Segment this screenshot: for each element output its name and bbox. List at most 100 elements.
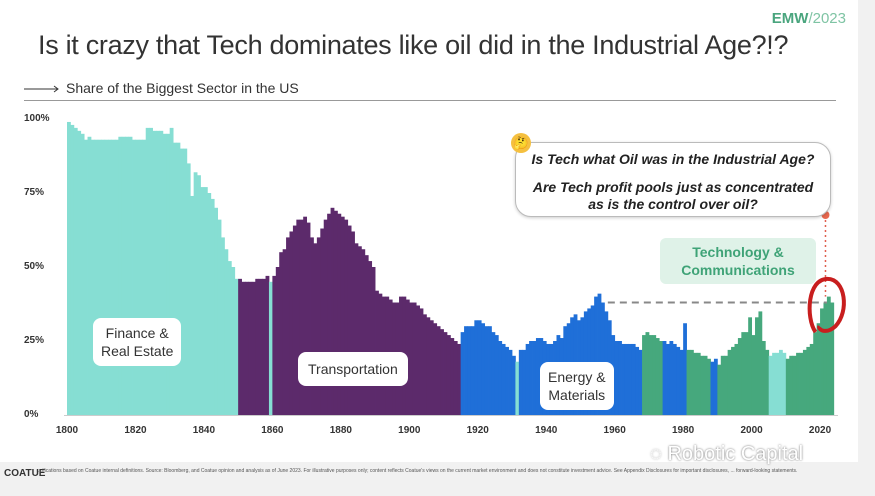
x-tick-label: 1820 bbox=[124, 425, 147, 436]
bar-transport-1900 bbox=[409, 302, 414, 415]
bar-energy-1934 bbox=[525, 343, 530, 415]
bar-energy-1923 bbox=[488, 326, 492, 415]
footnote: ...ifications based on Coatue internal d… bbox=[38, 468, 798, 474]
bar-transport-1850 bbox=[238, 278, 242, 415]
bar-finance-1822 bbox=[142, 139, 147, 415]
page-title: Is it crazy that Tech dominates like oil… bbox=[38, 30, 789, 60]
label-finance: Finance & Real Estate bbox=[93, 318, 182, 366]
bar-tech-1982 bbox=[689, 349, 694, 415]
coatue-logo: COATUE bbox=[4, 468, 46, 479]
arrow-right-icon bbox=[24, 85, 59, 93]
bar-finance-1859 bbox=[268, 281, 273, 415]
bar-transport-1903 bbox=[419, 308, 424, 415]
label-tech: Technology & Communications bbox=[660, 238, 816, 284]
bar-transport-1909 bbox=[440, 329, 444, 415]
bar-tech-1969 bbox=[645, 332, 650, 415]
bar-transport-1886 bbox=[361, 249, 366, 415]
bar-transport-1907 bbox=[433, 323, 438, 415]
bar-finance-1814 bbox=[114, 139, 119, 415]
bar-energy-1979 bbox=[679, 349, 684, 415]
bar-transport-1899 bbox=[405, 299, 410, 415]
bar-finance-1806 bbox=[87, 136, 92, 415]
bar-transport-1912 bbox=[450, 338, 455, 415]
callout-line3: as is the control over oil? bbox=[588, 196, 758, 212]
bar-energy-1963 bbox=[624, 343, 629, 415]
x-tick-label: 1920 bbox=[466, 425, 489, 436]
bar-transport-1879 bbox=[337, 213, 342, 415]
bar-tech-1993 bbox=[727, 349, 732, 415]
label-tech-line1: Technology & bbox=[692, 244, 784, 260]
bar-transport-1904 bbox=[422, 314, 427, 415]
bar-finance-1837 bbox=[193, 172, 198, 415]
bar-tech-1985 bbox=[700, 355, 705, 415]
bar-energy-1915 bbox=[460, 332, 465, 415]
bar-transport-1911 bbox=[446, 335, 451, 415]
x-tick-label: 1880 bbox=[329, 425, 352, 436]
callout-line1: Is Tech what Oil was in the Industrial A… bbox=[531, 151, 815, 167]
bar-finance-1817 bbox=[125, 136, 130, 415]
bar-finance-1844 bbox=[217, 219, 222, 415]
bar-tech-1971 bbox=[652, 335, 657, 415]
bar-transport-1871 bbox=[310, 237, 314, 415]
bar-finance-1809 bbox=[97, 139, 102, 415]
bar-energy-1921 bbox=[481, 323, 486, 415]
bar-transport-1869 bbox=[303, 216, 308, 415]
bar-finance-1819 bbox=[132, 139, 136, 415]
bar-transport-1885 bbox=[357, 246, 362, 415]
bar-transport-1875 bbox=[323, 219, 328, 415]
bar-transport-1863 bbox=[282, 249, 287, 415]
bar-transport-1868 bbox=[299, 219, 304, 415]
bar-tech-2019 bbox=[816, 323, 821, 415]
bar-transport-1876 bbox=[327, 213, 331, 415]
bar-energy-1924 bbox=[491, 332, 496, 415]
bar-finance-1846 bbox=[224, 249, 229, 415]
bar-transport-1855 bbox=[255, 278, 260, 415]
bar-finance-1807 bbox=[90, 139, 95, 415]
bar-energy-1978 bbox=[676, 346, 681, 415]
bar-energy-1926 bbox=[498, 341, 503, 415]
bar-tech-1994 bbox=[731, 346, 735, 415]
bar-finance-1816 bbox=[121, 136, 126, 415]
bar-energy-1953 bbox=[590, 305, 595, 415]
bar-energy-1919 bbox=[474, 320, 479, 415]
bar-energy-1925 bbox=[494, 335, 499, 415]
bar-tech-2011 bbox=[789, 355, 794, 415]
bar-energy-1967 bbox=[638, 349, 643, 415]
bar-finance-1831 bbox=[173, 142, 177, 415]
x-tick-label: 1940 bbox=[535, 425, 558, 436]
bar-finance-1841 bbox=[207, 193, 212, 415]
bar-finance-1810 bbox=[101, 139, 106, 415]
bar-tech-2010 bbox=[785, 358, 790, 415]
bar-transport-1913 bbox=[453, 341, 458, 415]
bar-transport-1887 bbox=[364, 255, 369, 415]
bar-finance-1845 bbox=[221, 237, 225, 415]
bar-tech-1973 bbox=[659, 341, 664, 415]
bar-transport-1860 bbox=[272, 275, 277, 415]
chart-subtitle: Share of the Biggest Sector in the US bbox=[24, 80, 299, 96]
bar-transport-1906 bbox=[429, 320, 434, 415]
bar-energy-1922 bbox=[484, 326, 489, 415]
bar-finance-2008 bbox=[778, 349, 783, 415]
bar-finance-1818 bbox=[128, 136, 133, 415]
bar-finance-1842 bbox=[210, 198, 215, 415]
bar-transport-1865 bbox=[289, 231, 294, 415]
bar-energy-1916 bbox=[464, 326, 468, 415]
bar-energy-1960 bbox=[614, 341, 619, 415]
bar-transport-1878 bbox=[333, 210, 338, 415]
bar-finance-1829 bbox=[166, 133, 171, 416]
bar-finance-1931 bbox=[515, 361, 520, 415]
bar-energy-1974 bbox=[662, 341, 667, 415]
bar-energy-1961 bbox=[618, 341, 622, 415]
x-tick-label: 1980 bbox=[672, 425, 695, 436]
bar-energy-1936 bbox=[532, 341, 537, 415]
bar-finance-1824 bbox=[149, 127, 153, 415]
brand-year: /2023 bbox=[808, 10, 846, 27]
thinking-face-icon: 🤔 bbox=[511, 133, 531, 153]
bar-tech-1998 bbox=[744, 332, 749, 415]
bar-finance-1839 bbox=[200, 187, 205, 415]
wechat-icon: ◌ bbox=[650, 443, 668, 465]
bar-tech-2002 bbox=[758, 311, 763, 415]
bar-tech-2022 bbox=[826, 296, 831, 415]
bar-finance-1836 bbox=[190, 195, 195, 415]
bar-tech-1997 bbox=[741, 332, 746, 415]
